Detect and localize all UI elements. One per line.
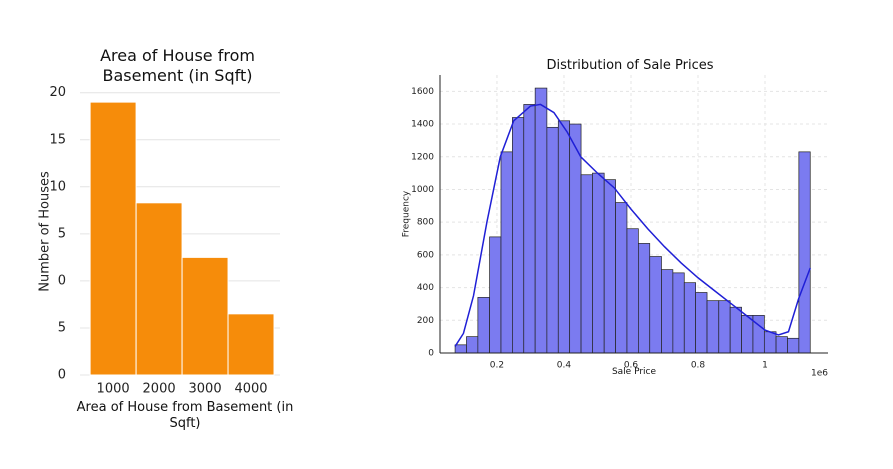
x-axis-label: Sale Price	[611, 367, 657, 377]
bar	[775, 336, 788, 354]
bar	[534, 87, 548, 354]
bar	[89, 101, 137, 376]
kde-line	[454, 103, 811, 347]
bar	[546, 126, 559, 354]
bar	[557, 120, 571, 354]
bar	[763, 331, 777, 354]
x-tick-label: 4000	[234, 382, 267, 397]
y-tick-label: 0	[58, 368, 66, 383]
y-tick-label: 0	[58, 273, 66, 288]
x-tick-label: 0.8	[691, 361, 706, 371]
bar	[787, 337, 800, 354]
bar	[661, 269, 674, 354]
bar	[523, 104, 536, 354]
y-tick-label: 400	[417, 283, 434, 293]
bar	[500, 151, 513, 354]
bar	[752, 315, 765, 354]
x-tick-label: 0.4	[557, 361, 572, 371]
y-tick-label: 800	[417, 218, 434, 228]
bar	[569, 123, 582, 354]
y-tick-label: 1400	[411, 120, 434, 130]
y-tick-label: 15	[49, 132, 66, 147]
y-tick-label: 200	[417, 316, 434, 326]
y-axis-label: Number of Houses	[38, 171, 53, 292]
bar	[135, 202, 183, 376]
bar	[695, 292, 708, 354]
bar	[718, 300, 731, 354]
y-tick-label: 1600	[411, 87, 434, 97]
x-tick-label: 2000	[143, 382, 176, 397]
x-offset-label: 1e6	[811, 369, 828, 379]
y-tick-label: 1000	[411, 185, 434, 195]
bar	[626, 228, 639, 354]
bar	[741, 315, 754, 354]
y-tick-label: 600	[417, 250, 434, 260]
x-tick-label: 1000	[97, 382, 130, 397]
bar	[603, 179, 616, 354]
bar	[729, 306, 742, 354]
bar	[489, 236, 502, 354]
bar	[181, 256, 229, 376]
y-tick-label: 0	[428, 349, 434, 359]
x-tick-label: 0.2	[490, 361, 504, 371]
bar	[706, 300, 720, 354]
x-tick-label: 1	[762, 361, 768, 371]
bar	[466, 336, 479, 354]
y-tick-label: 10	[49, 179, 66, 194]
y-tick-label: 5	[58, 320, 66, 335]
x-axis-label: Area of House from Basement (in Sqft)	[76, 400, 294, 432]
y-tick-label: 20	[49, 85, 66, 100]
y-tick-label: 1200	[411, 152, 434, 162]
bar	[649, 256, 662, 354]
bar	[477, 297, 490, 354]
chart-title: Area of House from Basement (in Sqft)	[100, 46, 255, 85]
y-axis-label: Frequency	[402, 190, 412, 237]
bar	[592, 172, 605, 354]
x-tick-label: 0.6	[624, 361, 639, 371]
x-tick-label: 3000	[189, 382, 222, 397]
chart-title: Distribution of Sale Prices	[546, 58, 714, 73]
bar	[672, 272, 685, 354]
bar	[512, 117, 525, 354]
bar	[615, 202, 628, 354]
bar	[638, 243, 651, 354]
bar	[580, 174, 593, 354]
bar	[683, 282, 697, 354]
y-tick-label: 5	[58, 226, 66, 241]
bar	[454, 344, 467, 354]
bar	[227, 313, 275, 376]
bar	[798, 151, 811, 354]
